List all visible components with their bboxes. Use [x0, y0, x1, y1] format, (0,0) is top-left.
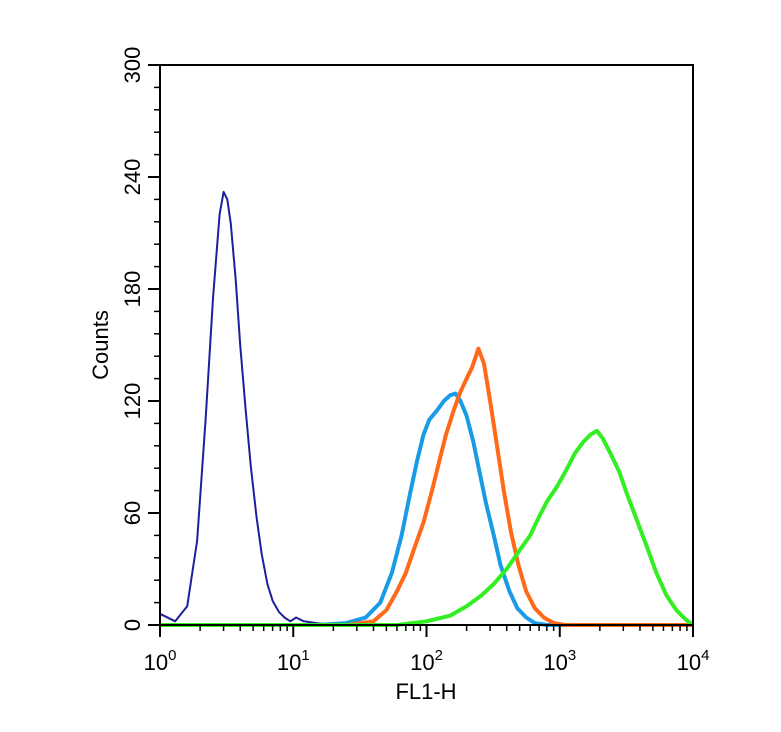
histogram-series-1 — [159, 190, 357, 626]
histogram-series-4 — [160, 428, 695, 627]
y-tick-label: 180 — [120, 271, 145, 308]
y-axis: 0 60 120 180 240 300 — [120, 47, 160, 631]
y-tick-label: 300 — [120, 47, 145, 84]
series-layer — [159, 190, 695, 627]
y-tick-label: 0 — [120, 619, 145, 631]
x-tick-label: 102 — [410, 647, 443, 675]
x-axis-title: FL1-H — [395, 679, 456, 704]
y-tick-label: 60 — [120, 501, 145, 525]
y-tick-label: 240 — [120, 159, 145, 196]
x-axis: 100 101 102 103 104 — [144, 625, 710, 675]
x-tick-label: 101 — [277, 647, 310, 675]
y-tick-label: 120 — [120, 383, 145, 420]
y-axis-title: Counts — [88, 310, 113, 380]
x-tick-label: 104 — [677, 647, 710, 675]
x-tick-label: 100 — [144, 647, 177, 675]
x-tick-label: 103 — [543, 647, 576, 675]
histogram-series-2 — [316, 391, 693, 627]
histogram-series-3 — [346, 346, 693, 627]
